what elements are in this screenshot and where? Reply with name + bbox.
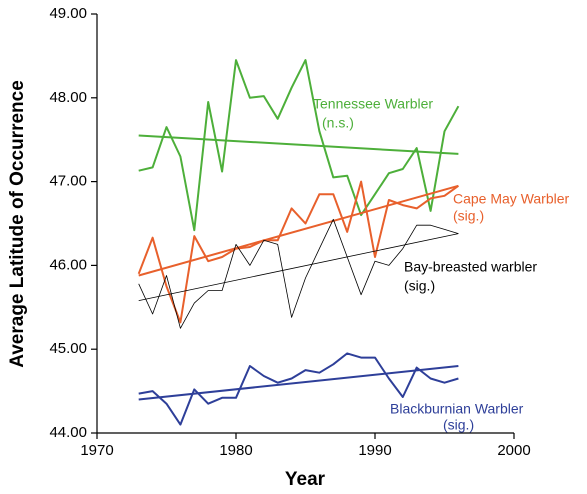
trend-line xyxy=(138,184,459,277)
series-label: Bay-breasted warbler xyxy=(404,259,537,275)
series-note: (sig.) xyxy=(443,417,474,433)
y-tick-label: 45.00 xyxy=(49,340,87,357)
y-tick-label: 47.00 xyxy=(49,173,87,190)
trend-line xyxy=(138,365,459,401)
series-note: (sig.) xyxy=(404,278,435,294)
trend-line xyxy=(138,233,459,301)
series-label: Tennessee Warbler xyxy=(313,96,433,112)
y-tick-label: 44.00 xyxy=(49,424,87,441)
y-tick-label: 48.00 xyxy=(49,89,87,106)
series-label: Blackburnian Warbler xyxy=(390,401,524,417)
series-label: Cape May Warbler xyxy=(453,191,570,207)
series-line xyxy=(138,352,459,426)
x-tick-label: 2000 xyxy=(497,442,530,459)
series-note: (sig.) xyxy=(453,208,484,224)
x-tick-label: 1970 xyxy=(80,442,113,459)
series-note: (n.s.) xyxy=(322,115,354,131)
series-line xyxy=(137,180,459,324)
x-axis-title: Year xyxy=(285,469,326,490)
x-tick-label: 1980 xyxy=(219,442,252,459)
y-axis-title: Average Latitude of Occurrence xyxy=(7,80,28,368)
trend-line xyxy=(138,134,459,155)
x-tick-label: 1990 xyxy=(358,442,391,459)
y-tick-label: 46.00 xyxy=(49,256,87,273)
series-line xyxy=(138,59,460,232)
y-tick-label: 49.00 xyxy=(49,5,87,22)
